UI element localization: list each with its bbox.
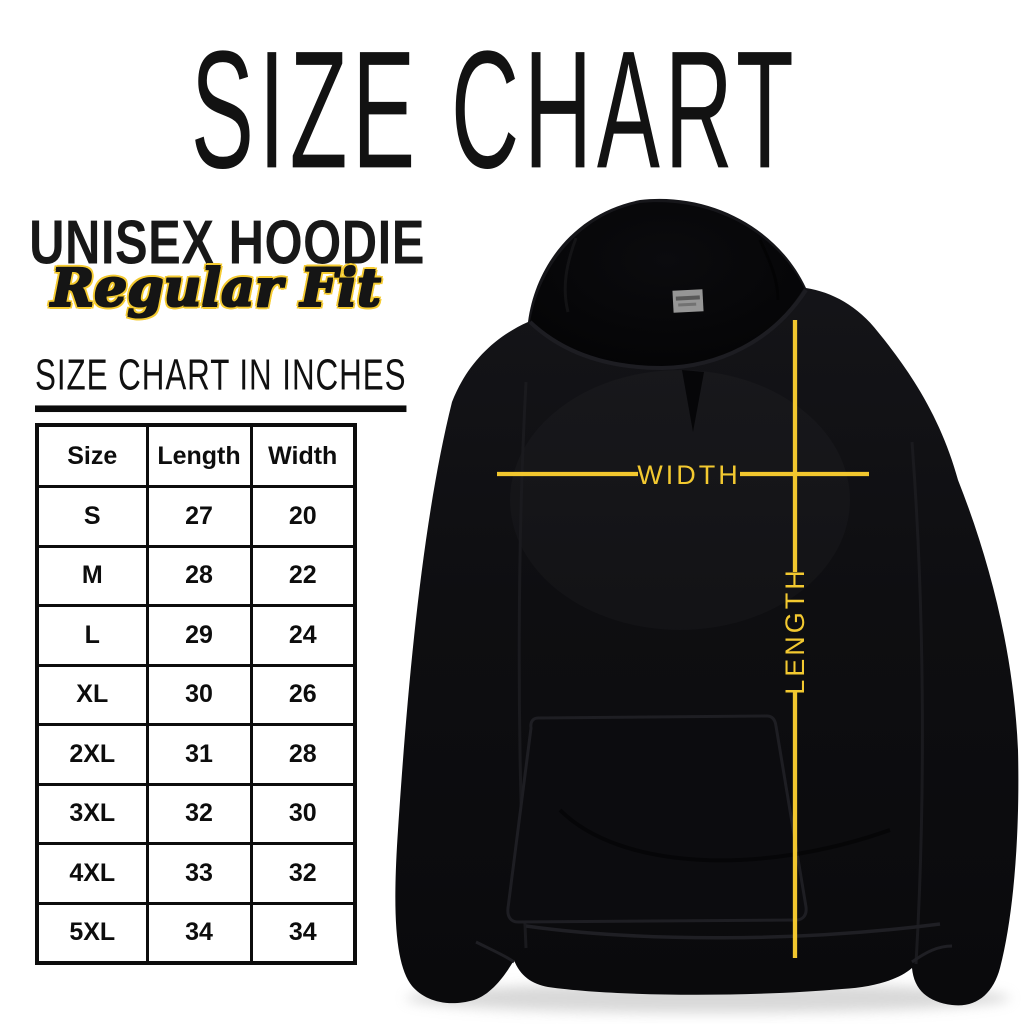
hem-seam xyxy=(525,922,941,940)
size-cell: M xyxy=(35,544,149,607)
table-row: S 27 20 xyxy=(35,485,357,548)
table-row: M 28 22 xyxy=(35,544,357,607)
right-sleeve-seam xyxy=(910,441,924,965)
kangaroo-pocket xyxy=(506,714,808,924)
width-cell: 32 xyxy=(249,842,357,905)
length-label: LENGTH xyxy=(780,567,810,695)
hood-fold xyxy=(563,237,578,313)
width-cell: 28 xyxy=(249,723,357,786)
size-cell: S xyxy=(35,485,149,548)
column-header-width: Width xyxy=(249,423,357,488)
right-cuff-seam xyxy=(911,944,953,964)
size-cell: XL xyxy=(35,663,149,726)
hoodie-illustration: WIDTH LENGTH xyxy=(395,198,1019,1013)
length-cell: 27 xyxy=(145,485,253,548)
product-name-text: UNISEX HOODIE xyxy=(29,209,425,278)
table-row: XL 30 26 xyxy=(35,663,357,726)
table-row: 4XL 33 32 xyxy=(35,842,357,905)
width-cell: 30 xyxy=(249,782,357,845)
size-table-body: S 27 20 M 28 22 L 29 24 XL 30 26 2XL 31 28 3XL 32 30 4XL 33… xyxy=(35,485,357,965)
width-label: WIDTH xyxy=(637,460,740,490)
left-cuff-seam xyxy=(475,940,515,964)
product-fit: Regular Fit xyxy=(30,258,402,319)
hood-cord-shadow xyxy=(682,370,704,432)
body-fold xyxy=(558,808,891,863)
column-header-size: Size xyxy=(35,423,149,488)
measurement-lines xyxy=(497,320,869,958)
page-title: SIZE CHART xyxy=(0,14,1024,204)
table-row: 3XL 32 30 xyxy=(35,782,357,845)
width-cell: 26 xyxy=(249,663,357,726)
table-row: 2XL 31 28 xyxy=(35,723,357,786)
neck-tag xyxy=(672,289,704,313)
width-cell: 34 xyxy=(249,901,357,965)
hood-opening xyxy=(530,202,804,367)
length-cell: 31 xyxy=(145,723,253,786)
width-cell: 20 xyxy=(249,485,357,548)
width-cell: 22 xyxy=(249,544,357,607)
collar-seam xyxy=(528,288,808,371)
table-row: 5XL 34 34 xyxy=(35,901,357,965)
length-cell: 34 xyxy=(145,901,253,965)
size-table: Size Length Width S 27 20 M 28 22 L 29 24 XL 30 26 2… xyxy=(35,423,357,965)
size-cell: L xyxy=(35,604,149,667)
width-cell: 24 xyxy=(249,604,357,667)
size-cell: 3XL xyxy=(35,782,149,845)
length-cell: 29 xyxy=(145,604,253,667)
hood-fold-right xyxy=(758,239,780,301)
size-cell: 4XL xyxy=(35,842,149,905)
garment-shadow xyxy=(406,983,1010,1013)
table-header-row: Size Length Width xyxy=(35,423,357,488)
size-table-heading-text: SIZE CHART IN INCHES xyxy=(35,350,407,413)
page-title-text: SIZE CHART xyxy=(191,16,799,205)
product-fit-text: Regular Fit xyxy=(50,258,382,319)
length-cell: 28 xyxy=(145,544,253,607)
product-name: UNISEX HOODIE xyxy=(28,208,426,277)
column-header-length: Length xyxy=(145,423,253,488)
length-cell: 32 xyxy=(145,782,253,845)
length-cell: 30 xyxy=(145,663,253,726)
table-row: L 29 24 xyxy=(35,604,357,667)
size-cell: 2XL xyxy=(35,723,149,786)
size-table-heading: SIZE CHART IN INCHES xyxy=(35,350,426,413)
length-cell: 33 xyxy=(145,842,253,905)
size-cell: 5XL xyxy=(35,901,149,965)
